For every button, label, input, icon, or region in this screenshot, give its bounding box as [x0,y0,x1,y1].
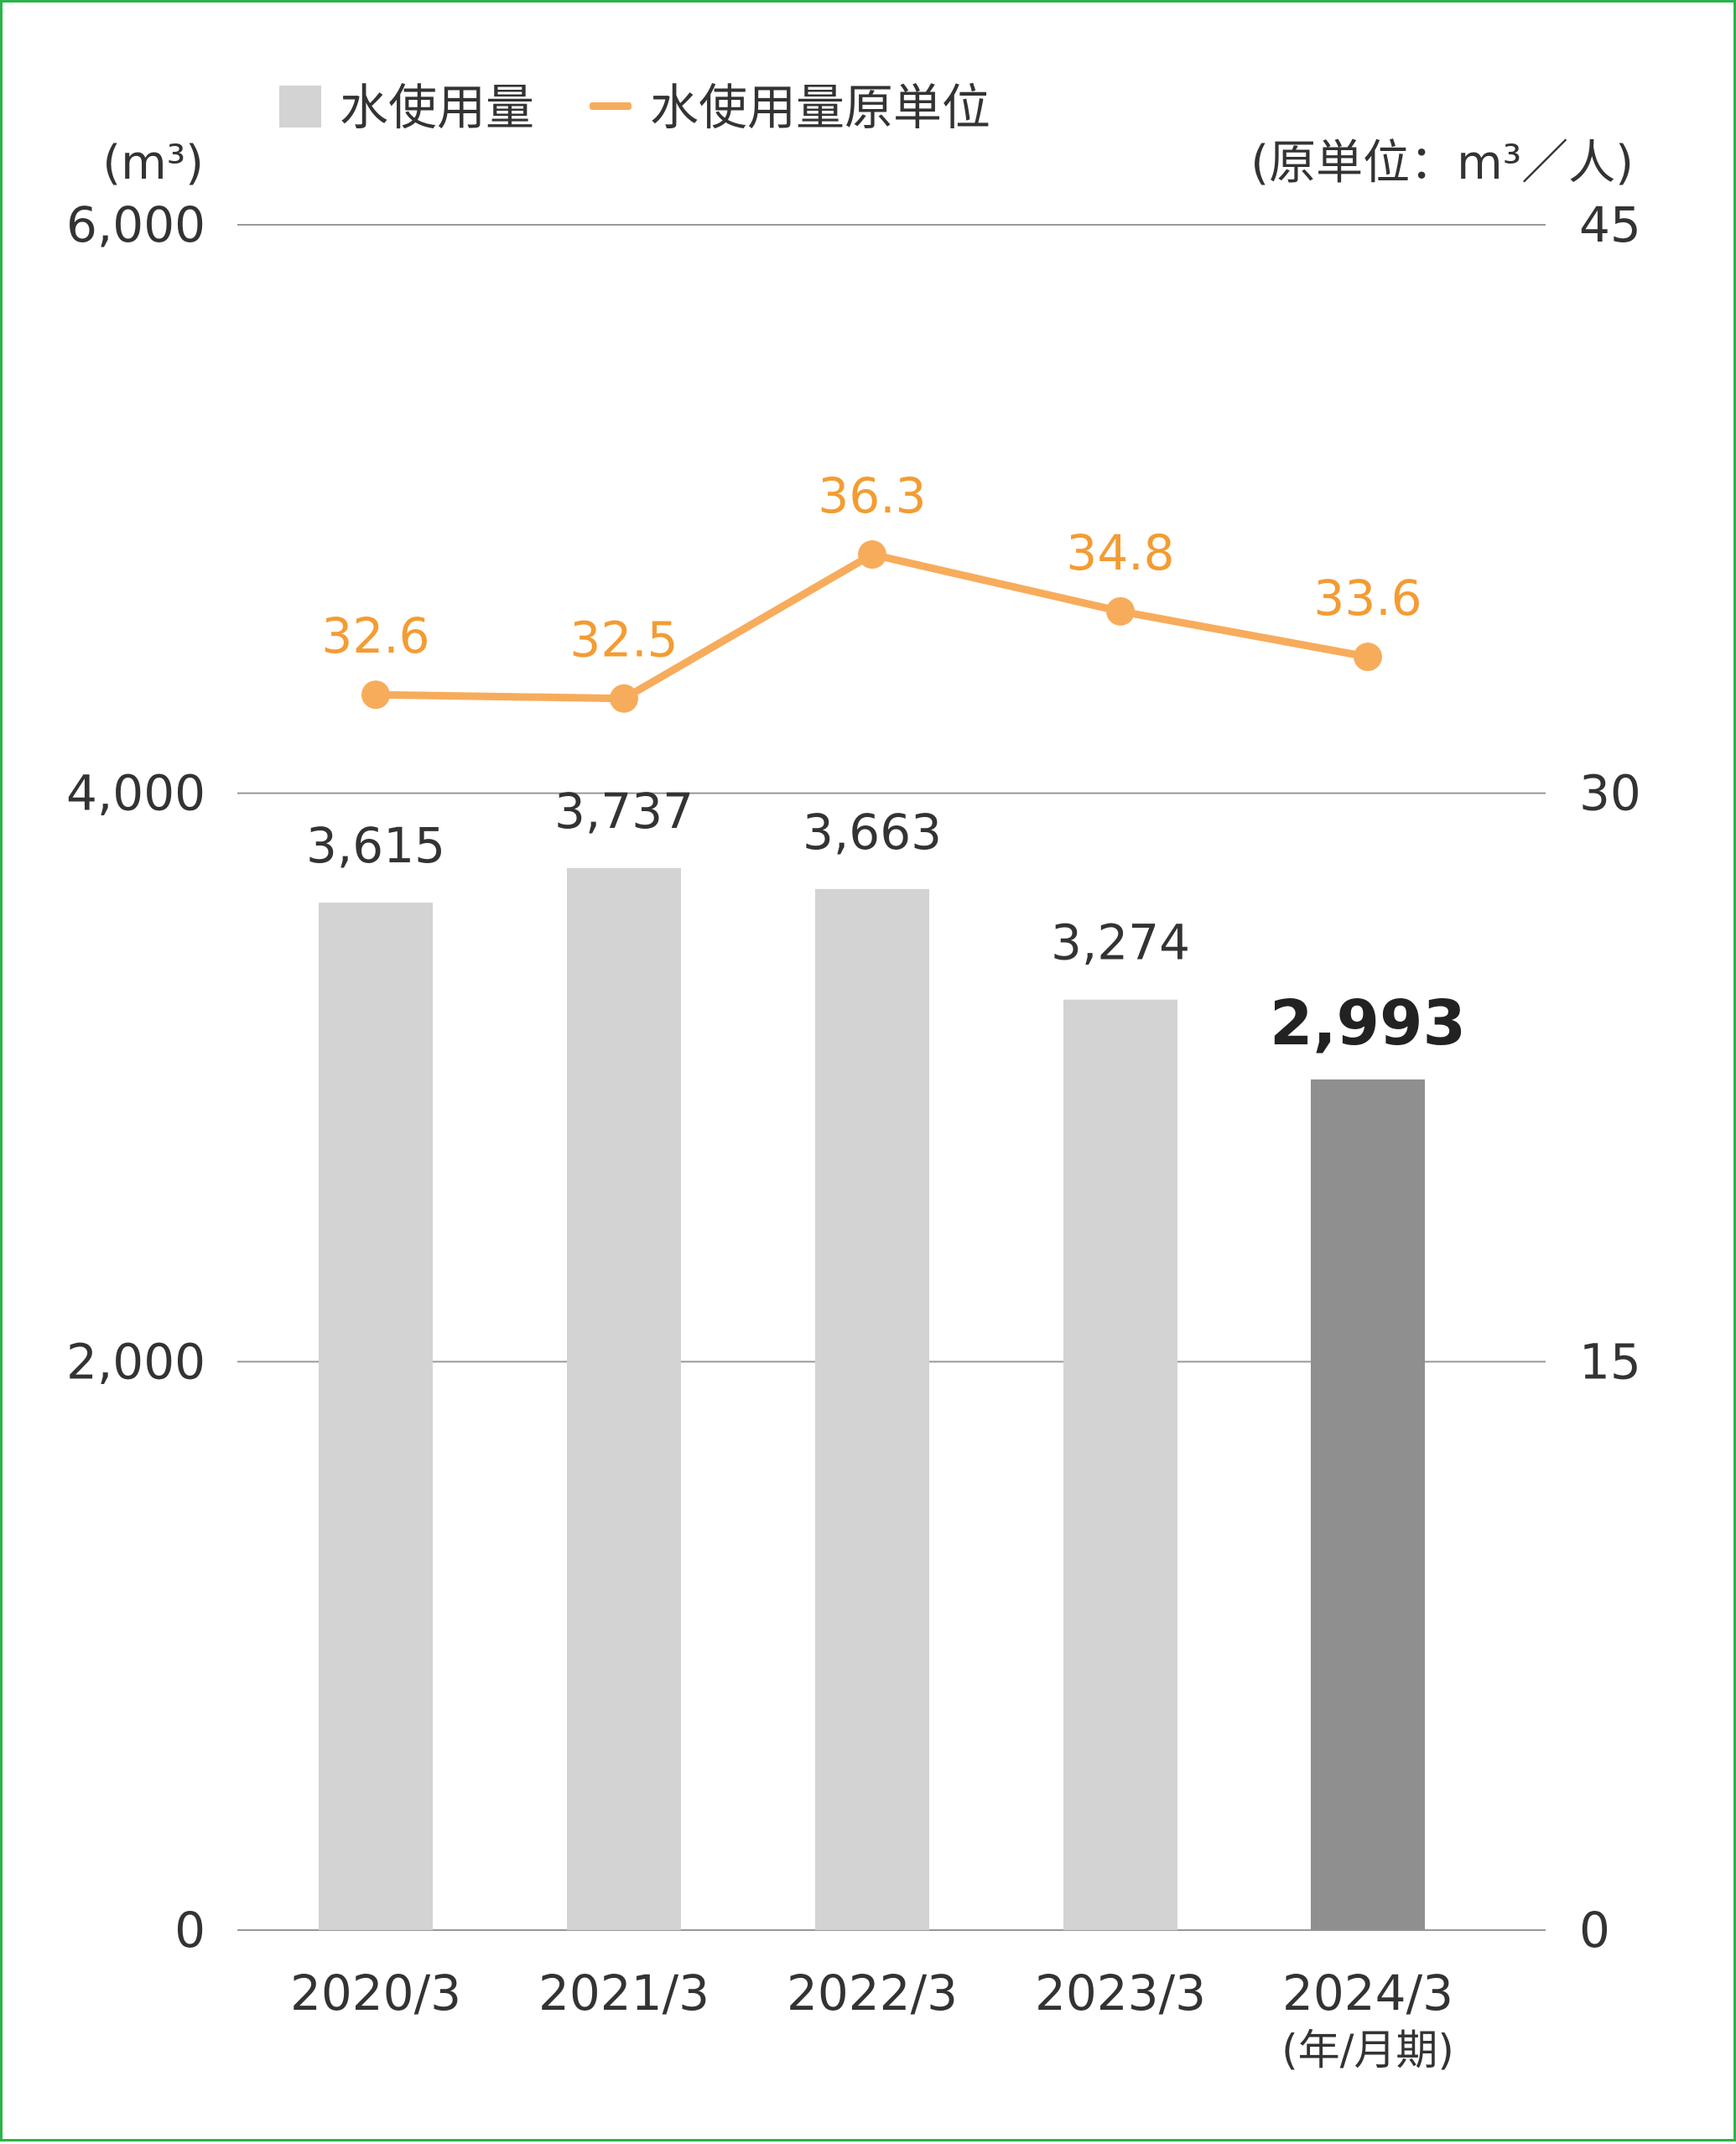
legend: 水使用量 水使用量原単位 [279,79,990,136]
left-tick-label: 6,000 [66,196,205,253]
line-value-label: 32.6 [321,607,429,664]
bar-value-labels: 3,615 3,737 3,663 3,274 2,993 [306,783,1466,1059]
bar-value-label: 3,274 [1051,914,1190,971]
category-label: 2023/3 [1035,1964,1206,2022]
left-axis-ticks: 0 2,000 4,000 6,000 [66,196,205,1959]
left-tick-label: 4,000 [66,765,205,822]
bar [319,903,433,1930]
bar-value-label: 3,615 [306,817,445,874]
line-value-labels: 32.6 32.5 36.3 34.8 33.6 [321,467,1422,669]
right-tick-label: 15 [1579,1333,1641,1390]
period-label: (年/月期) [1281,2026,1454,2074]
category-labels: 2020/3 2021/3 2022/3 2023/3 2024/3 [290,1964,1453,2022]
category-label: 2024/3 [1282,1964,1453,2022]
bar [1063,999,1177,1930]
right-tick-label: 0 [1579,1902,1610,1959]
right-tick-label: 30 [1579,765,1641,822]
line-value-label: 32.5 [569,611,678,669]
legend-bar-swatch [279,86,321,127]
category-label: 2021/3 [538,1964,709,2022]
line-point [1354,643,1382,672]
left-tick-label: 2,000 [66,1333,205,1390]
line-value-label: 34.8 [1066,524,1174,581]
line-value-label: 36.3 [818,467,926,524]
legend-line-label: 水使用量原単位 [650,79,990,136]
bar-value-label: 2,993 [1270,987,1466,1059]
line-value-label: 33.6 [1313,570,1422,627]
bar [1311,1079,1425,1930]
chart: 水使用量 水使用量原単位 (m³) (原単位：m³／人) 0 2,000 4,000… [66,79,1641,2074]
line-point [1106,596,1135,626]
line-point [858,540,886,570]
legend-line-swatch [590,102,632,110]
bar-value-label: 3,737 [554,783,694,840]
bar-value-label: 3,663 [803,804,942,861]
bar-series [319,867,1425,1930]
bar [815,888,929,1930]
line-point [610,684,638,713]
right-axis-unit: (原単位：m³／人) [1250,136,1634,190]
right-axis-ticks: 0 15 30 45 [1579,196,1641,1959]
right-tick-label: 45 [1579,196,1641,253]
line-series [361,540,1382,713]
line-point [361,680,390,710]
bar [567,867,681,1930]
left-tick-label: 0 [174,1902,205,1959]
left-axis-unit: (m³) [102,136,204,190]
category-label: 2022/3 [787,1964,958,2022]
legend-bar-label: 水使用量 [340,79,534,136]
category-label: 2020/3 [290,1964,461,2022]
line-path [372,550,1372,703]
